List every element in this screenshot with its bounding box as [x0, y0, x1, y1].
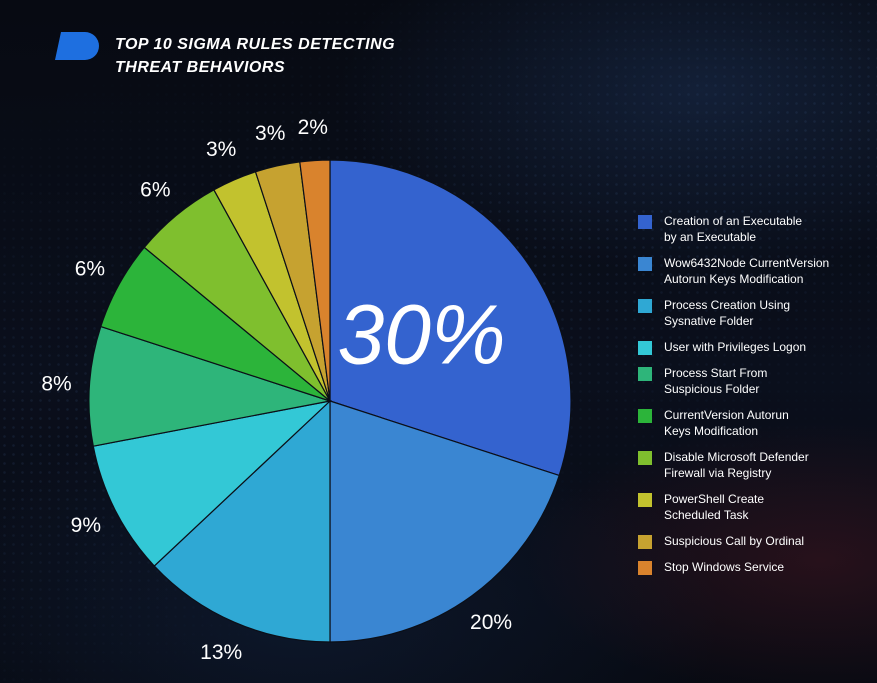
data-label-currentversion-autorun-keys-modification: 6%: [75, 257, 105, 280]
legend-item-powershell-create-scheduled-task: PowerShell Create Scheduled Task: [638, 491, 868, 523]
legend-item-suspicious-call-by-ordinal: Suspicious Call by Ordinal: [638, 533, 868, 549]
legend-item-process-creation-using-sysnative-folder: Process Creation Using Sysnative Folder: [638, 297, 868, 329]
data-label-powershell-create-scheduled-task: 3%: [206, 138, 236, 161]
legend-item-currentversion-autorun-keys-modification: CurrentVersion Autorun Keys Modification: [638, 407, 868, 439]
legend-item-disable-microsoft-defender-firewall-via-registry: Disable Microsoft Defender Firewall via …: [638, 449, 868, 481]
legend-swatch: [638, 535, 652, 549]
legend-label: Process Start From Suspicious Folder: [664, 366, 768, 396]
legend-item-wow6432node-currentversion-autorun-keys-modification: Wow6432Node CurrentVersion Autorun Keys …: [638, 255, 868, 287]
data-label-suspicious-call-by-ordinal: 3%: [255, 122, 285, 145]
brand-logo-icon: [55, 32, 99, 60]
legend-swatch: [638, 451, 652, 465]
data-label-process-creation-using-sysnative-folder: 13%: [200, 641, 242, 664]
legend-label: Wow6432Node CurrentVersion Autorun Keys …: [664, 256, 830, 286]
legend-swatch: [638, 367, 652, 381]
legend-item-process-start-from-suspicious-folder: Process Start From Suspicious Folder: [638, 365, 868, 397]
chart-legend: Creation of an Executable by an Executab…: [638, 213, 868, 585]
legend-label: Creation of an Executable by an Executab…: [664, 214, 803, 244]
data-label-user-with-privileges-logon: 9%: [71, 514, 101, 537]
data-label-stop-windows-service: 2%: [298, 116, 328, 139]
legend-label: User with Privileges Logon: [664, 340, 807, 354]
legend-label: Stop Windows Service: [664, 560, 785, 574]
legend-swatch: [638, 215, 652, 229]
legend-label: CurrentVersion Autorun Keys Modification: [664, 408, 789, 438]
legend-label: PowerShell Create Scheduled Task: [664, 492, 765, 522]
pie-slice-user-with-privileges-logon: [92, 400, 332, 567]
data-label-wow6432node-currentversion-autorun-keys-modification: 20%: [470, 611, 512, 634]
pie-slice-process-creation-using-sysnative-folder: [153, 399, 331, 643]
legend-swatch: [638, 341, 652, 355]
pie-slice-stop-windows-service: [299, 159, 331, 402]
pie-slice-process-start-from-suspicious-folder: [88, 325, 331, 447]
data-label-disable-microsoft-defender-firewall-via-registry: 6%: [140, 178, 170, 201]
data-label-creation-of-an-executable-by-an-executable: 30%: [338, 287, 506, 381]
legend-swatch: [638, 409, 652, 423]
data-label-process-start-from-suspicious-folder: 8%: [41, 372, 71, 395]
legend-swatch: [638, 493, 652, 507]
legend-item-user-with-privileges-logon: User with Privileges Logon: [638, 339, 868, 355]
legend-swatch: [638, 257, 652, 271]
legend-swatch: [638, 561, 652, 575]
legend-label: Process Creation Using Sysnative Folder: [664, 298, 791, 328]
chart-title: TOP 10 SIGMA RULES DETECTING THREAT BEHA…: [115, 33, 445, 79]
legend-label: Disable Microsoft Defender Firewall via …: [664, 450, 809, 480]
pie-slice-wow6432node-currentversion-autorun-keys-modification: [329, 400, 560, 643]
legend-item-creation-of-an-executable-by-an-executable: Creation of an Executable by an Executab…: [638, 213, 868, 245]
chart-title-line-2: THREAT BEHAVIORS: [115, 59, 286, 76]
chart-title-line-1: TOP 10 SIGMA RULES DETECTING: [115, 36, 396, 53]
legend-swatch: [638, 299, 652, 313]
legend-label: Suspicious Call by Ordinal: [664, 534, 805, 548]
legend-item-stop-windows-service: Stop Windows Service: [638, 559, 868, 575]
pie-slice-creation-of-an-executable-by-an-executable: [329, 159, 572, 477]
